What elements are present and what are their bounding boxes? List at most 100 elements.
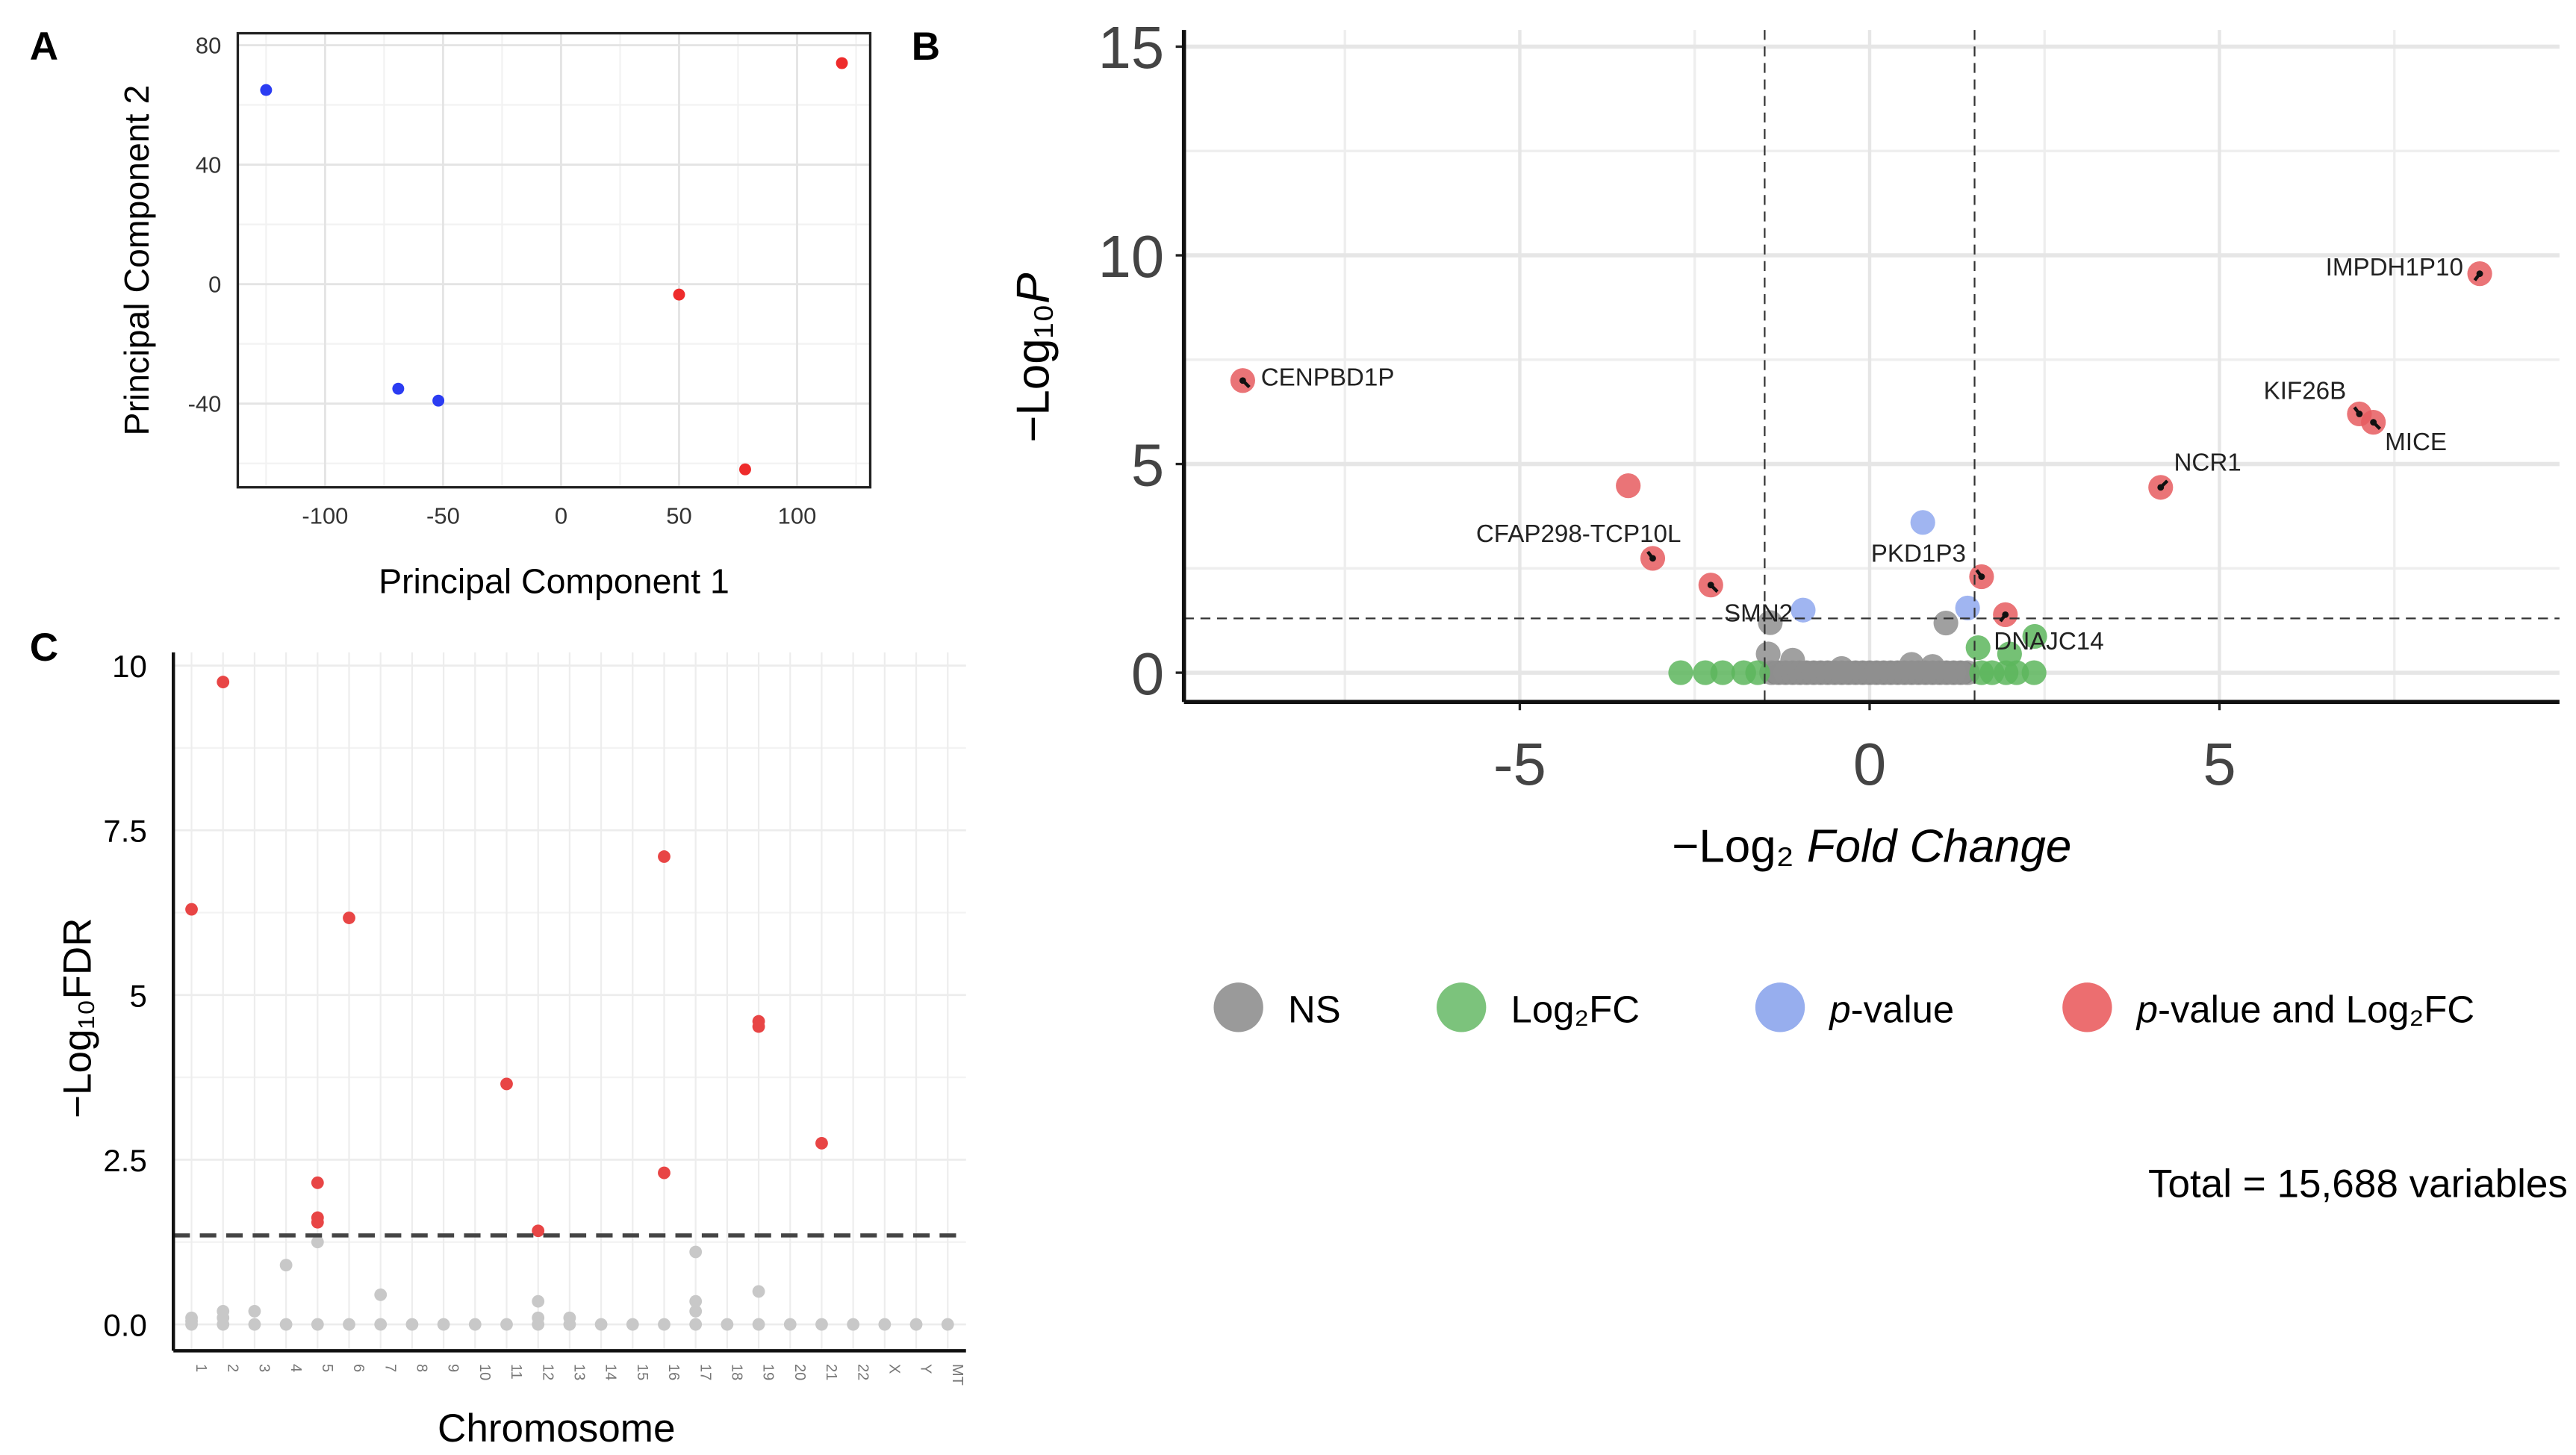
label-connector	[2372, 421, 2382, 431]
data-point-not-significant	[878, 1318, 892, 1331]
data-point-not-significant	[689, 1294, 703, 1308]
gene-label: KIF26B	[2264, 378, 2347, 405]
legend-label-text: NS	[1288, 988, 1341, 1030]
legend-swatch	[1213, 982, 1263, 1032]
x-tick-label: X	[886, 1364, 902, 1374]
volcano-plot: -5 0 5 0 5 10 15 CENPBD1P IMPDH1P10 KIF26B MICE NCR…	[1007, 14, 2568, 1206]
x-tick-label: 2	[224, 1364, 240, 1372]
legend-item-label: p-value and Log₂FC	[2135, 988, 2474, 1030]
legend-item-label: p-value	[1828, 988, 1954, 1030]
data-point-Log-FC	[1668, 660, 1693, 685]
y-tick-label: 2.5	[103, 1143, 146, 1178]
data-point-not-significant	[248, 1318, 261, 1331]
data-point-group-red	[836, 57, 848, 69]
x-tick-label: 0	[555, 502, 567, 529]
x-tick-label: 18	[729, 1364, 745, 1380]
data-point-not-significant	[185, 1315, 198, 1328]
legend-swatch	[1437, 982, 1487, 1032]
gene-label: IMPDH1P10	[2326, 254, 2463, 281]
data-point-not-significant	[689, 1318, 703, 1331]
data-point-not-significant	[532, 1294, 545, 1308]
y-tick-label: 0	[208, 272, 221, 298]
legend-swatch	[2062, 982, 2112, 1032]
x-tick-label: 17	[697, 1364, 713, 1380]
plot-border	[236, 31, 872, 489]
y-tick-label: -40	[188, 391, 222, 417]
data-point-significant	[185, 903, 198, 916]
x-tick-label: 16	[665, 1364, 682, 1380]
x-axis-title: Chromosome	[438, 1406, 675, 1451]
y-tick-label: 5	[1131, 431, 1164, 498]
data-point-Log-FC	[1710, 660, 1735, 685]
gene-label: SMN2	[1724, 599, 1793, 627]
x-axis-title-prefix: −Log₂	[1672, 821, 1807, 873]
gene-label: MICE	[2385, 429, 2447, 456]
label-connector	[1975, 569, 1983, 578]
data-point-p-value	[1910, 510, 1935, 535]
x-tick-label: 10	[476, 1364, 493, 1380]
data-point-Log-FC	[1997, 641, 2022, 667]
x-tick-label: 14	[603, 1364, 619, 1380]
data-point-not-significant	[689, 1245, 703, 1259]
data-point-Log-FC	[1965, 635, 1991, 661]
data-point-group-blue	[432, 394, 445, 407]
data-point-not-significant	[311, 1236, 324, 1249]
y-tick-label: 10	[112, 649, 147, 684]
panel-label-b: B	[912, 25, 940, 69]
data-point-not-significant	[815, 1318, 828, 1331]
legend-label-text: FC	[1589, 988, 1640, 1030]
legend-label-text: -value	[1851, 988, 1955, 1030]
data-point-Log-FC	[1745, 660, 1770, 685]
gene-label: CENPBD1P	[1261, 364, 1395, 391]
label-connector	[2353, 406, 2361, 415]
y-axis-title: Principal Component 2	[117, 85, 156, 436]
data-point-group-red	[739, 463, 751, 476]
y-tick-label: 0	[1131, 641, 1164, 707]
label-connector	[2473, 272, 2481, 281]
x-axis-title: Principal Component 1	[379, 561, 729, 600]
data-point-significant	[217, 676, 230, 688]
label-connector	[2159, 479, 2169, 489]
x-tick-label: 12	[539, 1364, 556, 1380]
x-tick-label: 7	[382, 1364, 398, 1372]
legend-item-label: Log₂FC	[1511, 988, 1640, 1030]
legend-item-label: NS	[1288, 988, 1341, 1030]
data-point-group-blue	[260, 84, 273, 96]
x-tick-label: 5	[319, 1364, 335, 1372]
data-point-not-significant	[248, 1305, 261, 1318]
data-point-not-significant	[658, 1318, 671, 1331]
y-axis-title: −Log₁₀FDR	[56, 917, 100, 1118]
data-point-NS	[1755, 641, 1781, 667]
y-tick-label: 40	[196, 152, 221, 178]
data-point-significant	[343, 912, 355, 924]
x-tick-label: 21	[823, 1364, 839, 1380]
data-point-group-blue	[392, 382, 405, 395]
data-point-not-significant	[532, 1311, 545, 1324]
data-point-not-significant	[374, 1288, 388, 1301]
data-point-Log-FC	[2004, 660, 2029, 685]
x-tick-label: 13	[571, 1364, 588, 1380]
y-axis-title-italic: P	[1007, 272, 1059, 303]
data-point-p-value	[1955, 595, 1980, 621]
label-connector	[1241, 379, 1251, 389]
x-tick-label: 19	[760, 1364, 777, 1380]
data-point-p-value-and-Log-FC	[1616, 473, 1641, 499]
y-axis-title-prefix: −Log₁₀	[1007, 304, 1059, 443]
legend-swatch	[1755, 982, 1805, 1032]
x-tick-label: Y	[918, 1364, 934, 1374]
data-point-not-significant	[909, 1318, 923, 1331]
gene-label: NCR1	[2174, 449, 2241, 477]
y-tick-label: 10	[1098, 223, 1165, 290]
x-tick-label: 11	[508, 1364, 524, 1380]
x-tick-label: 0	[1853, 731, 1886, 797]
data-point-significant	[500, 1077, 513, 1091]
x-tick-label: -50	[426, 502, 460, 529]
panel-label-c: C	[30, 626, 58, 670]
pca-plot: -100 -50 0 50 100 80 40 0 -40 Principal Component…	[117, 31, 872, 600]
legend-label-italic: p	[2135, 988, 2158, 1030]
data-point-not-significant	[594, 1318, 608, 1331]
x-tick-label: 20	[791, 1364, 808, 1380]
data-point-not-significant	[343, 1318, 355, 1331]
